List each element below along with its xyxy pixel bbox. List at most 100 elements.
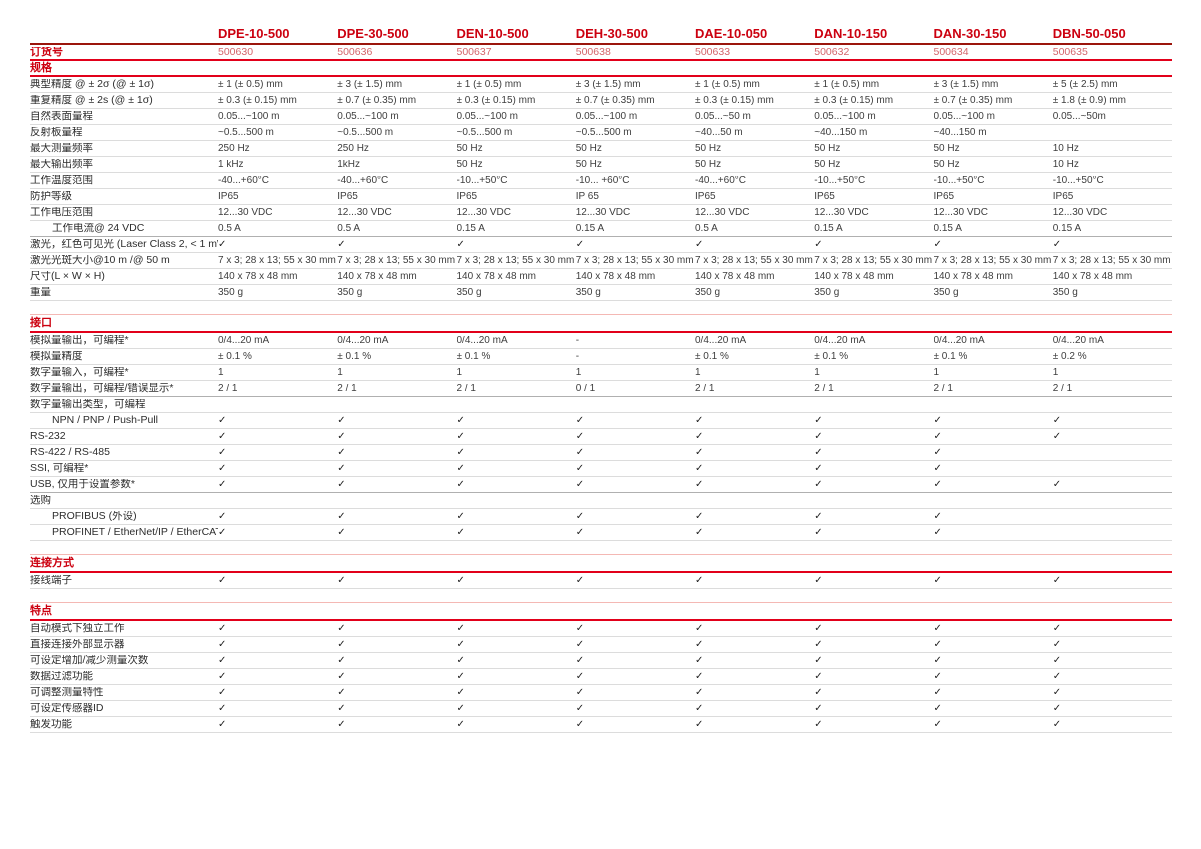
product-name: DAE-10-050 (695, 27, 768, 41)
spec-value-cell: ✓ (457, 448, 576, 458)
spec-value-cell: 2 / 1 (456, 383, 476, 394)
spec-value-cell: 140 x 78 x 48 mm (337, 271, 417, 282)
table-row: NPN / PNP / Push-Pull ✓ ✓ ✓ ✓ ✓ ✓ ✓ ✓ (30, 413, 1172, 429)
check-icon: ✓ (218, 511, 227, 522)
table-row: RS-422 / RS-485 ✓ ✓ ✓ ✓ ✓ ✓ ✓ (30, 445, 1172, 461)
spec-value-cell: 0.5 A (695, 223, 718, 234)
spec-value-cell: ✓ (576, 576, 695, 586)
spec-value-cell: - (575, 335, 580, 346)
spec-value-cell: ✓ (337, 432, 456, 442)
spec-value-cell: 2 / 1 (218, 383, 238, 394)
spec-value-cell: ✓ (457, 512, 576, 522)
order-number: 500636 (337, 46, 373, 58)
check-icon: ✓ (218, 655, 227, 666)
check-icon: ✓ (814, 415, 823, 426)
spec-value-cell: ✓ (695, 448, 814, 458)
check-icon: ✓ (1052, 575, 1062, 586)
spec-value-cell: ✓ (218, 720, 337, 730)
spec-value-cell: IP65 (218, 191, 239, 202)
check-icon: ✓ (933, 687, 942, 698)
spec-value-cell: ± 1.8 (± 0.9) mm (1052, 95, 1126, 106)
check-icon: ✓ (337, 703, 346, 714)
row-label: 尺寸(L × W × H) (30, 271, 105, 282)
spec-value-cell: ✓ (337, 240, 456, 250)
check-icon: ✓ (814, 479, 823, 490)
check-icon: ✓ (695, 479, 704, 490)
spec-value-cell: ✓ (695, 480, 814, 490)
check-icon: ✓ (337, 415, 346, 426)
check-icon: ✓ (456, 575, 465, 586)
check-icon: ✓ (814, 655, 823, 666)
row-label: 模拟量输出，可编程* (30, 335, 129, 346)
table-row: 最大输出频率 1 kHz 1kHz 50 Hz 50 Hz 50 Hz 50 Hz 50 Hz… (30, 157, 1172, 173)
check-icon: ✓ (1052, 687, 1062, 698)
spec-value-cell: ± 0.3 (± 0.15) mm (814, 95, 894, 106)
row-label: 激光光斑大小@10 m /@ 50 m (30, 255, 170, 266)
table-row: 可设定增加/减少测量次数 ✓ ✓ ✓ ✓ ✓ ✓ ✓ ✓ (30, 653, 1172, 669)
spec-value-cell: 2 / 1 (695, 383, 715, 394)
order-number: 500632 (814, 46, 850, 58)
spec-value-cell: ✓ (576, 656, 695, 666)
table-row: SSI, 可编程* ✓ ✓ ✓ ✓ ✓ ✓ ✓ (30, 461, 1172, 477)
spec-value-cell: 350 g (814, 287, 840, 298)
spec-value-cell: ✓ (934, 688, 1053, 698)
spec-value-cell: 1 (1052, 367, 1059, 378)
spec-value-cell: ± 3 (± 1.5) mm (575, 79, 641, 90)
table-row: 可调整测量特性 ✓ ✓ ✓ ✓ ✓ ✓ ✓ ✓ (30, 685, 1172, 701)
spec-value-cell: ± 1 (± 0.5) mm (218, 79, 283, 90)
spec-value-cell: ✓ (218, 688, 337, 698)
spec-value-cell: ✓ (457, 704, 576, 714)
spec-value-cell: ✓ (934, 672, 1053, 682)
check-icon: ✓ (337, 623, 346, 634)
check-icon: ✓ (814, 703, 823, 714)
spec-value-cell: 10 Hz (1052, 159, 1079, 170)
spec-value-cell: 50 Hz (456, 159, 483, 170)
spec-value-cell: 0.05...~100 m (337, 111, 399, 122)
spec-value-cell: 0.5 A (218, 223, 241, 234)
spec-value-cell: 1 (933, 367, 940, 378)
check-icon: ✓ (337, 527, 346, 538)
check-icon: ✓ (456, 703, 465, 714)
spec-value-cell: 140 x 78 x 48 mm (814, 271, 894, 282)
check-icon: ✓ (1052, 639, 1062, 650)
spec-value-cell: ✓ (337, 672, 456, 682)
spec-value-cell: 350 g (1052, 287, 1078, 298)
check-icon: ✓ (814, 687, 823, 698)
check-icon: ✓ (218, 447, 227, 458)
table-row: PROFINET / EtherNet/IP / EtherCAT ✓ ✓ ✓ ✓ ✓ ✓ ✓ (30, 525, 1172, 541)
spec-value-cell: ✓ (576, 528, 695, 538)
table-row: 直接连接外部显示器 ✓ ✓ ✓ ✓ ✓ ✓ ✓ ✓ (30, 637, 1172, 653)
spec-value-cell: ✓ (695, 704, 814, 714)
table-row: 尺寸(L × W × H) 140 x 78 x 48 mm 140 x 78 x … (30, 269, 1172, 285)
table-row: 最大测量频率 250 Hz 250 Hz 50 Hz 50 Hz 50 Hz 50 Hz 50… (30, 141, 1172, 157)
spec-value-cell: ✓ (337, 720, 456, 730)
product-name: DEH-30-500 (575, 27, 649, 41)
spec-value-cell: 0 / 1 (575, 383, 596, 394)
spec-value-cell: ± 0.7 (± 0.35) mm (575, 95, 655, 106)
spec-value-cell: 12...30 VDC (933, 207, 988, 218)
spec-value-cell: ✓ (457, 464, 576, 474)
spec-value-cell: ✓ (457, 480, 576, 490)
spec-value-cell: 7 x 3; 28 x 13; 55 x 30 mm (695, 255, 813, 266)
spec-value-cell: ✓ (695, 528, 814, 538)
spec-value-cell: 7 x 3; 28 x 13; 55 x 30 mm (814, 255, 933, 266)
spec-value-cell: ✓ (457, 624, 576, 634)
spec-value-cell: -40...+60°C (695, 175, 746, 186)
check-icon: ✓ (456, 655, 465, 666)
spec-value-cell: ~40...150 m (814, 127, 868, 138)
order-number-label: 订货号 (30, 46, 63, 58)
spec-value-cell: ~40...150 m (933, 127, 987, 138)
table-row: 反射板量程 ~0.5...500 m ~0.5...500 m ~0.5...500 … (30, 125, 1172, 141)
spec-value-cell: 12...30 VDC (695, 207, 750, 218)
spec-value-cell: ✓ (934, 576, 1053, 586)
check-icon: ✓ (218, 639, 227, 650)
check-icon: ✓ (218, 719, 227, 730)
spec-value-cell: ✓ (814, 704, 933, 714)
row-label: 选购 (30, 495, 51, 506)
table-row: 工作温度范围 -40...+60°C -40...+60°C -10...+50°C -… (30, 173, 1172, 189)
check-icon: ✓ (695, 671, 704, 682)
check-icon: ✓ (218, 239, 227, 250)
spec-value-cell: ✓ (457, 640, 576, 650)
spec-value-cell: ✓ (576, 720, 695, 730)
spec-value-cell: ✓ (1053, 704, 1172, 714)
